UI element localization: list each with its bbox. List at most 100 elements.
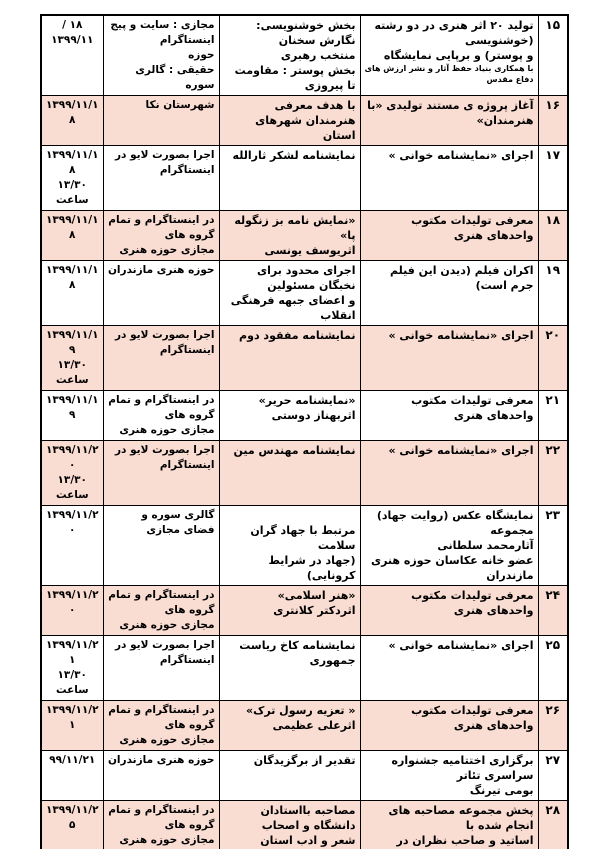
table-row: ۱۷ اجرای «نمایشنامه خوانی » نمایشنامه لشکر… [40, 145, 569, 211]
detail-line: مرتبط با جهاد گران سلامت [250, 524, 356, 552]
cell-title: معرفی تولیدات مکتوب واحدهای هنری [359, 585, 539, 636]
date-line: ۱۳۹۹/۱۱/۱۹ [45, 394, 99, 421]
title-line: آغاز پروژه ی مستند تولیدی «با هنرمندان» [367, 99, 534, 127]
cell-no: ۲۴ [537, 585, 569, 636]
cell-no: ۲۰ [537, 325, 569, 391]
table-row: ۲۰ اجرای «نمایشنامه خوانی » نمایشنامه مفقو… [40, 325, 569, 391]
cell-no: ۲۱ [537, 390, 569, 441]
table-row: ۲۵ اجرای «نمایشنامه خوانی » نمایشنامه کاخ … [40, 635, 569, 701]
cell-title: اجرای «نمایشنامه خوانی » [359, 440, 539, 506]
cell-venue: حوزه هنری مازندران [102, 750, 220, 801]
cell-detail: بخش خوشنویسی: نگارش سخنان منتخب رهبری بخش … [218, 14, 361, 96]
title-line: پخش مجموعه مصاحبه های انجام شده با [388, 804, 534, 832]
venue-line: اجرا بصورت لایو در اینستاگرام [114, 149, 215, 176]
date-line: ۱۳۹۹/۱۱/۲۱ [45, 639, 99, 666]
detail-line [224, 508, 356, 523]
schedule-table-body: ۱۵ تولید ۲۰ اثر هنری در دو رشته (خوشنویسی… [40, 14, 569, 849]
no-line: ۱۷ [545, 148, 561, 162]
detail-line: اجرای محدود برای نخبگان مسئولین [257, 264, 356, 292]
cell-no: ۲۷ [537, 750, 569, 801]
date-line: ۱۳۹۹/۱۱/۱۸ [45, 264, 99, 291]
table-row: ۱۹ اکران فیلم (دیدن این فیلم جرم است) اجرا… [40, 260, 569, 326]
venue-line: حوزه هنری مازندران [107, 754, 215, 766]
table-row: ۲۷ برگزاری اختتامیه جشنواره سراسری تئاتر ب… [40, 750, 569, 801]
cell-detail: نمایشنامه مفقود دوم [218, 325, 361, 391]
cell-title: آغاز پروژه ی مستند تولیدی «با هنرمندان» [359, 95, 539, 146]
cell-no: ۱۵ [537, 14, 569, 96]
no-line: ۱۶ [545, 98, 561, 112]
cell-title: تولید ۲۰ اثر هنری در دو رشته (خوشنویسی و … [359, 14, 539, 96]
venue-line: اجرا بصورت لایو در اینستاگرام [114, 639, 215, 666]
cell-no: ۲۶ [537, 700, 569, 751]
cell-venue: اجرا بصورت لایو در اینستاگرام [102, 325, 220, 391]
table-row: ۲۱ معرفی تولیدات مکتوب واحدهای هنری «نمایش… [40, 390, 569, 441]
title-line: عضو خانه عکاسان حوزه هنری مازندران [371, 554, 534, 582]
cell-date: ۱۳۹۹/۱۱/۲۱ ۱۳/۳۰ ساعت [40, 635, 104, 701]
detail-line: بخش پوستر : مقاومت تا پیروزی [234, 64, 356, 92]
detail-line: «هنر اسلامی» [277, 589, 356, 602]
venue-line: مجازی حوزه هنری [119, 734, 215, 746]
table-row: ۱۵ تولید ۲۰ اثر هنری در دو رشته (خوشنویسی… [40, 14, 569, 96]
title-line: معرفی تولیدات مکتوب واحدهای هنری [411, 704, 534, 732]
no-line: ۱۹ [545, 263, 561, 277]
detail-line: نمایشنامه لشکر ثارالله [232, 149, 356, 162]
table-row: ۲۴ معرفی تولیدات مکتوب واحدهای هنری «هنر ا… [40, 585, 569, 636]
date-line: ۱۳۹۹/۱۱/۲۱ [45, 704, 99, 731]
date-line: ۱۸ / ۱۳۹۹/۱۱ [51, 19, 94, 46]
cell-date: ۱۳۹۹/۱۱/۲۰ ۱۳/۳۰ ساعت [40, 440, 104, 506]
table-row: ۱۶ آغاز پروژه ی مستند تولیدی «با هنرمندان… [40, 95, 569, 146]
venue-line: اجرا بصورت لایو در اینستاگرام [114, 329, 215, 356]
date-line: ۱۳۹۹/۱۱/۱۸ [45, 99, 99, 126]
detail-line: شعر و ادب استان [260, 834, 356, 847]
venue-line: مجازی حوزه هنری [119, 424, 215, 436]
cell-detail: نمایشنامه لشکر ثارالله [218, 145, 361, 211]
venue-line: در اینستاگرام و تمام گروه های [108, 214, 215, 241]
detail-line: اثرعلی عظیمی [272, 719, 356, 732]
no-line: ۱۸ [545, 213, 561, 227]
title-line: برگزاری اختتامیه جشنواره سراسری تئاتر [391, 754, 534, 782]
venue-line: مجازی : سایت و پیج اینستاگرام [110, 19, 215, 46]
no-line: ۲۵ [545, 638, 561, 652]
title-line: و پوستر) و برپایی نمایشگاه [383, 49, 534, 62]
cell-venue: اجرا بصورت لایو در اینستاگرام [102, 145, 220, 211]
title-line: اجرای «نمایشنامه خوانی » [388, 639, 534, 652]
cell-title: برگزاری اختتامیه جشنواره سراسری تئاتر بوم… [359, 750, 539, 801]
detail-line: اثربهناز دوستی [271, 409, 356, 422]
cell-title: اجرای «نمایشنامه خوانی » [359, 635, 539, 701]
cell-venue: در اینستاگرام و تمام گروه های مجازی حوزه … [102, 585, 220, 636]
no-line: ۲۳ [545, 508, 561, 522]
cell-no: ۱۸ [537, 210, 569, 261]
title-line: معرفی تولیدات مکتوب واحدهای هنری [411, 394, 534, 422]
cell-venue: مجازی : سایت و پیج اینستاگرام حوزه حقیقی :… [102, 14, 220, 96]
detail-line: «نمایشنامه حریر» [258, 394, 356, 407]
date-line: ۱۳/۳۰ ساعت [55, 474, 89, 501]
cell-venue: شهرستان نکا [102, 95, 220, 146]
cell-no: ۱۷ [537, 145, 569, 211]
cell-venue: اجرا بصورت لایو در اینستاگرام [102, 635, 220, 701]
cell-detail: مصاحبه بااستادان دانشگاه و اصحاب شعر و اد… [218, 800, 361, 849]
cell-venue: اجرا بصورت لایو در اینستاگرام [102, 440, 220, 506]
venue-line: حوزه [188, 49, 215, 61]
title-note: با همکاری بنیاد حفظ آثار و نشر ارزش های … [364, 64, 534, 84]
detail-line: نمایشنامه مهندس مین [233, 444, 356, 457]
cell-venue: در اینستاگرام و تمام گروه های مجازی حوزه … [102, 390, 220, 441]
venue-line: مجازی حوزه هنری [119, 244, 215, 256]
cell-detail: «هنر اسلامی» اثردکتر کلانتری [218, 585, 361, 636]
no-line: ۲۲ [545, 443, 561, 457]
venue-line: اجرا بصورت لایو در اینستاگرام [114, 444, 215, 471]
cell-no: ۱۹ [537, 260, 569, 326]
cell-date: ۱۳۹۹/۱۱/۱۸ [40, 260, 104, 326]
cell-venue: گالری سوره و فضای مجازی [102, 505, 220, 586]
date-line: ۱۳۹۹/۱۱/۲۰ [45, 444, 99, 471]
cell-date: ۹۹/۱۱/۲۱ [40, 750, 104, 801]
date-line: ۱۳/۳۰ ساعت [55, 669, 89, 696]
cell-detail: با هدف معرفی هنرمندان شهرهای استان [218, 95, 361, 146]
cell-detail: تقدیر از برگزیدگان [218, 750, 361, 801]
date-line: ۱۳۹۹/۱۱/۱۸ [45, 149, 99, 176]
title-line: اجرای «نمایشنامه خوانی » [388, 149, 534, 162]
no-line: ۲۰ [545, 328, 561, 342]
venue-line: در اینستاگرام و تمام گروه های [108, 394, 215, 421]
no-line: ۲۱ [545, 393, 561, 407]
detail-line: مصاحبه بااستادان دانشگاه و اصحاب [260, 804, 356, 832]
table-row: ۲۲ اجرای «نمایشنامه خوانی » نمایشنامه مهند… [40, 440, 569, 506]
